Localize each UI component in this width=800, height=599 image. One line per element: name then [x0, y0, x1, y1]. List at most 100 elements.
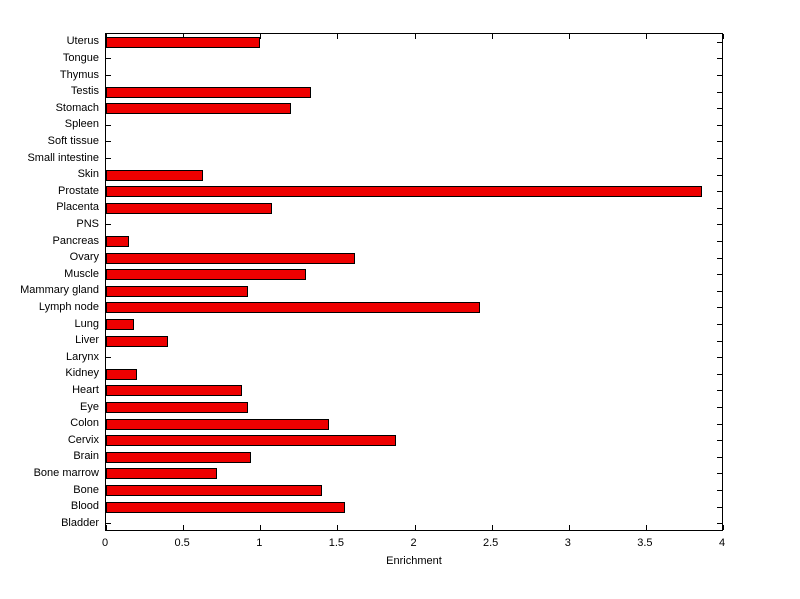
y-tick-right — [717, 506, 722, 508]
category-label: Eye — [80, 400, 99, 413]
x-tick-bottom — [491, 525, 493, 530]
y-tick-left — [106, 75, 111, 76]
y-tick-right — [717, 207, 722, 209]
x-tick-label: 3 — [564, 537, 571, 549]
x-tick-label: 1.5 — [328, 537, 345, 549]
bar — [106, 385, 242, 397]
y-tick-right — [717, 523, 722, 525]
bar — [106, 468, 217, 480]
category-label: Small intestine — [27, 151, 99, 164]
y-tick-right — [717, 241, 722, 242]
category-label: Testis — [70, 85, 99, 98]
bar — [106, 485, 322, 496]
y-tick-right — [717, 41, 722, 43]
bar — [106, 236, 130, 247]
y-tick-right — [717, 390, 722, 392]
category-label: PNS — [76, 217, 99, 230]
y-tick-right — [717, 91, 722, 93]
category-label: Blood — [70, 500, 99, 513]
y-tick-right — [717, 174, 722, 176]
bar — [106, 86, 311, 98]
x-tick-label: 2 — [410, 537, 417, 549]
category-label: Liver — [75, 334, 99, 347]
category-label: Spleen — [64, 118, 99, 131]
y-tick-left — [106, 224, 111, 226]
category-label: Heart — [72, 383, 99, 396]
y-tick-right — [717, 373, 722, 375]
y-tick-right — [717, 274, 722, 276]
bar — [106, 368, 137, 380]
x-axis-title: Enrichment — [386, 555, 442, 567]
bar — [106, 103, 291, 115]
category-label: Colon — [70, 417, 99, 430]
y-tick-right — [717, 307, 722, 309]
x-tick-bottom — [645, 525, 647, 530]
bar — [106, 501, 345, 513]
y-tick-right — [717, 340, 722, 342]
category-label: Brain — [73, 450, 99, 463]
y-tick-right — [717, 158, 722, 159]
x-tick-top — [645, 34, 647, 39]
bar — [106, 435, 396, 447]
y-tick-left — [106, 158, 111, 159]
x-tick-bottom — [260, 525, 262, 530]
bar — [106, 302, 481, 314]
category-label: Muscle — [64, 267, 99, 280]
y-tick-right — [717, 191, 722, 193]
bar — [106, 451, 251, 463]
category-label: Lymph node — [38, 300, 99, 313]
bar — [106, 252, 356, 264]
y-tick-left — [106, 357, 111, 359]
y-tick-right — [717, 75, 722, 76]
bar — [106, 285, 248, 297]
x-tick-top — [414, 34, 416, 39]
x-tick-top — [260, 34, 262, 39]
x-tick-bottom — [183, 525, 185, 530]
y-tick-right — [717, 290, 722, 292]
y-tick-left — [106, 58, 111, 60]
category-label: Mammary gland — [20, 284, 99, 297]
x-tick-bottom — [106, 525, 107, 530]
y-tick-right — [717, 257, 722, 259]
y-tick-left — [106, 141, 111, 143]
x-tick-label: 4 — [718, 537, 726, 549]
category-label: Ovary — [69, 251, 99, 264]
x-tick-top — [106, 34, 107, 39]
x-tick-top — [568, 34, 570, 39]
y-tick-left — [106, 124, 111, 126]
category-label: Placenta — [56, 201, 99, 214]
y-tick-right — [717, 440, 722, 442]
y-tick-right — [717, 224, 722, 226]
y-tick-right — [717, 141, 722, 143]
y-tick-right — [717, 423, 722, 425]
category-label: Larynx — [65, 350, 99, 363]
bar — [106, 186, 702, 198]
category-label: Kidney — [65, 367, 99, 380]
y-tick-right — [717, 124, 722, 126]
category-label: Lung — [74, 317, 99, 330]
y-tick-right — [717, 357, 722, 359]
category-label: Bone — [73, 483, 99, 496]
bar — [106, 36, 260, 48]
x-tick-label: 1 — [256, 537, 263, 549]
bar — [106, 169, 204, 181]
y-tick-right — [717, 58, 722, 60]
category-label: Prostate — [58, 184, 99, 197]
y-tick-left — [106, 523, 111, 525]
bar — [106, 402, 248, 413]
category-label: Pancreas — [52, 234, 99, 247]
x-tick-label: 2.5 — [482, 537, 499, 549]
bar — [106, 335, 168, 347]
category-label: Stomach — [55, 101, 99, 114]
category-label: Bladder — [61, 516, 99, 529]
y-tick-right — [717, 407, 722, 408]
x-tick-bottom — [568, 525, 570, 530]
category-label: Bone marrow — [33, 466, 99, 479]
bar — [106, 269, 307, 281]
category-label: Tongue — [62, 51, 99, 64]
x-tick-label: 0.5 — [174, 537, 190, 549]
category-label: Soft tissue — [47, 134, 99, 147]
x-tick-top — [723, 34, 724, 39]
y-tick-right — [717, 490, 722, 491]
